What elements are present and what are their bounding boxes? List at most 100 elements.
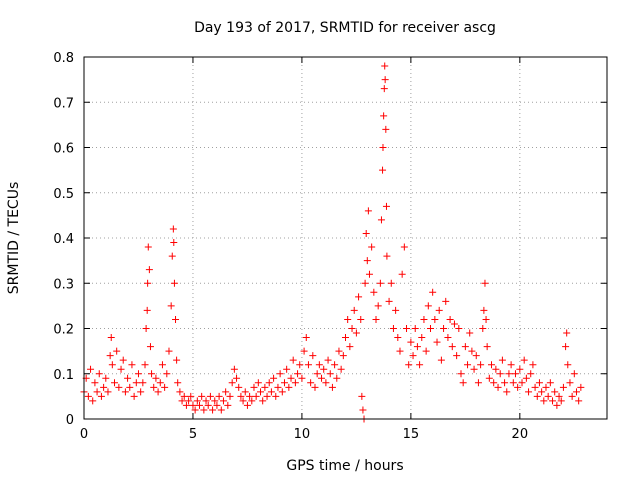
data-point (380, 85, 388, 93)
data-point (283, 365, 291, 373)
data-point (413, 343, 421, 351)
data-point (154, 388, 162, 396)
data-point (518, 379, 526, 387)
data-point (320, 365, 328, 373)
data-point (224, 401, 232, 409)
data-point (551, 388, 559, 396)
data-point (213, 401, 221, 409)
x-tick-label: 15 (403, 427, 420, 442)
data-point (525, 388, 533, 396)
data-point (533, 392, 541, 400)
data-point (407, 338, 415, 346)
data-point (437, 356, 445, 364)
data-point (111, 379, 119, 387)
data-point (173, 356, 181, 364)
data-point (272, 392, 280, 400)
data-point (126, 383, 134, 391)
data-point (470, 365, 478, 373)
data-point (278, 388, 286, 396)
data-point (134, 370, 142, 378)
data-point (276, 370, 284, 378)
data-point (446, 315, 454, 323)
data-point (509, 379, 517, 387)
data-point (298, 374, 306, 382)
data-point (483, 343, 491, 351)
data-point (121, 388, 129, 396)
data-point (95, 370, 103, 378)
data-point (418, 334, 426, 342)
data-point (387, 279, 395, 287)
data-point (222, 388, 230, 396)
data-point (152, 374, 160, 382)
data-point (389, 325, 397, 332)
data-point (546, 379, 554, 387)
y-axis-title: SRMTID / TECUs (6, 182, 22, 295)
data-point (307, 379, 315, 387)
data-point (259, 397, 267, 405)
data-point (444, 334, 452, 342)
data-point (200, 406, 208, 414)
data-point (357, 315, 365, 323)
data-point (237, 392, 245, 400)
data-point (348, 325, 356, 332)
data-point (355, 293, 363, 301)
data-point (361, 279, 369, 287)
data-point (265, 379, 273, 387)
data-point (468, 347, 476, 355)
data-point (531, 383, 539, 391)
data-point (385, 297, 393, 305)
data-point (400, 243, 408, 251)
data-point (191, 406, 199, 414)
data-point (107, 334, 115, 342)
data-point (422, 347, 430, 355)
data-point (84, 392, 92, 400)
data-point (97, 392, 105, 400)
data-point (577, 383, 585, 391)
data-point (261, 383, 269, 391)
data-point (365, 270, 373, 278)
data-point (142, 325, 150, 332)
data-point (333, 374, 341, 382)
data-point (289, 356, 297, 364)
data-point (352, 329, 360, 337)
data-point (374, 302, 382, 310)
data-point (315, 361, 323, 369)
data-point (496, 370, 504, 378)
data-point (302, 334, 310, 342)
data-point (440, 325, 448, 332)
data-point (435, 306, 443, 314)
data-point (529, 361, 537, 369)
y-tick-label: 0.7 (53, 96, 74, 111)
data-point (376, 279, 384, 287)
data-points (80, 62, 585, 423)
data-point (304, 361, 312, 369)
data-point (241, 388, 249, 396)
y-tick-label: 0.5 (53, 187, 74, 202)
data-point (100, 383, 108, 391)
data-point (174, 379, 182, 387)
data-point (372, 315, 380, 323)
y-tick-label: 0.3 (53, 277, 74, 292)
data-point (195, 401, 203, 409)
data-point (296, 361, 304, 369)
grid (84, 57, 607, 419)
data-point (335, 347, 343, 355)
data-point (145, 266, 153, 274)
data-point (562, 343, 570, 351)
data-point (442, 297, 450, 305)
data-point (167, 302, 175, 310)
data-point (566, 379, 574, 387)
data-point (156, 379, 164, 387)
data-point (411, 325, 419, 332)
data-point (235, 383, 243, 391)
data-point (93, 388, 101, 396)
data-point (243, 401, 251, 409)
data-point (535, 379, 543, 387)
data-point (370, 288, 378, 296)
x-tick-label: 20 (512, 427, 529, 442)
data-point (141, 361, 149, 369)
data-point (433, 338, 441, 346)
data-point (482, 315, 490, 323)
data-point (137, 388, 145, 396)
data-point (146, 343, 154, 351)
